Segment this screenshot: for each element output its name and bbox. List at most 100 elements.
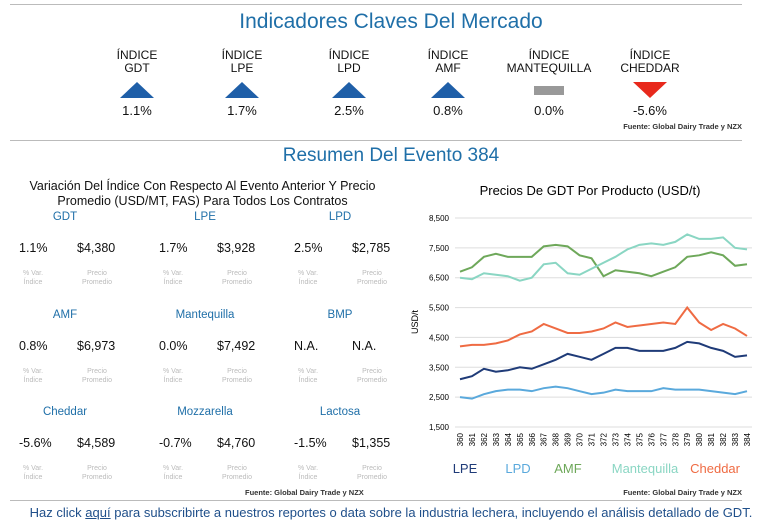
pct-caption: Índice <box>298 279 318 286</box>
pct-caption: % Var. <box>22 465 44 472</box>
indicator-icon <box>332 82 366 98</box>
pct-caption: Índice <box>23 279 43 286</box>
indicator-name: LPD <box>337 61 361 75</box>
indicator-icon <box>534 86 564 95</box>
x-tick-label: 374 <box>623 432 632 446</box>
x-tick-label: 371 <box>588 432 597 446</box>
price-caption: Promedio <box>82 377 112 384</box>
source: Fuente: Global Dairy Trade y NZX <box>623 488 742 497</box>
pct-caption: % Var. <box>162 368 184 375</box>
item-price: $6,973 <box>77 339 116 353</box>
x-tick-label: 363 <box>492 432 501 446</box>
indicator-name: LPE <box>230 61 254 75</box>
indicator-name: GDT <box>124 61 150 75</box>
price-caption: Promedio <box>357 377 387 384</box>
price-caption: Precio <box>362 270 382 277</box>
item-pct: 0.0% <box>159 339 188 353</box>
y-tick-label: 5,500 <box>429 304 450 313</box>
indicator-value: -5.6% <box>633 103 667 118</box>
legend-label: LPE <box>453 461 478 476</box>
chart: Precios De GDT Por Producto (USD/t) USD/… <box>410 183 752 497</box>
legend-label: Mantequilla <box>612 461 679 476</box>
y-tick-label: 1,500 <box>429 423 450 432</box>
pct-caption: Índice <box>298 474 318 481</box>
price-caption: Precio <box>87 270 107 277</box>
x-tick-label: 368 <box>552 432 561 446</box>
item-pct: 1.1% <box>19 241 48 255</box>
x-tick-label: 376 <box>647 432 656 446</box>
chart-title: Precios De GDT Por Producto (USD/t) <box>480 183 701 198</box>
summary-title: Resumen Del Evento 384 <box>282 145 500 166</box>
item-name: LPD <box>328 211 352 223</box>
series-line <box>459 233 748 282</box>
series-line <box>459 305 748 348</box>
pct-caption: % Var. <box>297 465 319 472</box>
indicator-top: ÍNDICE <box>629 48 671 62</box>
item-price: $2,785 <box>352 241 391 255</box>
item-price: $1,355 <box>352 436 391 450</box>
arrow-up <box>332 82 366 98</box>
series-line <box>459 340 748 381</box>
y-tick-label: 2,500 <box>429 393 450 402</box>
x-tick-label: 366 <box>528 432 537 446</box>
price-caption: Precio <box>227 368 247 375</box>
item-pct: N.A. <box>294 339 319 353</box>
x-tick-label: 372 <box>600 432 609 446</box>
pct-caption: Índice <box>298 377 318 384</box>
rule <box>10 500 742 501</box>
item-name: Mozzarella <box>177 406 233 418</box>
x-tick-label: 381 <box>707 432 716 446</box>
price-caption: Precio <box>87 368 107 375</box>
price-caption: Precio <box>362 368 382 375</box>
pct-caption: % Var. <box>162 270 184 277</box>
pct-caption: Índice <box>163 474 183 481</box>
item-name: Cheddar <box>42 406 88 418</box>
y-tick-label: 7,500 <box>429 244 450 253</box>
series-line <box>459 243 748 278</box>
x-tick-label: 378 <box>671 432 680 446</box>
arrow-up <box>225 82 259 98</box>
footer-text: para subscribirte a nuestros reportes o … <box>110 505 753 520</box>
indicator-value: 1.1% <box>122 103 152 118</box>
price-caption: Promedio <box>222 279 252 286</box>
indicator-name: AMF <box>435 61 461 75</box>
y-tick-label: 3,500 <box>429 363 450 372</box>
pct-caption: % Var. <box>22 270 44 277</box>
indicator-icon <box>225 82 259 98</box>
footer-text: Haz click <box>29 505 86 520</box>
x-tick-label: 375 <box>635 432 644 446</box>
rule <box>10 4 742 5</box>
indicator-value: 0.8% <box>433 103 463 118</box>
y-tick-label: 8,500 <box>429 214 450 223</box>
item-name: BMP <box>327 309 353 321</box>
indicator-value: 0.0% <box>534 103 564 118</box>
price-caption: Precio <box>227 465 247 472</box>
price-caption: Promedio <box>82 279 112 286</box>
item-price: $4,589 <box>77 436 116 450</box>
x-tick-label: 360 <box>456 432 465 446</box>
x-tick-label: 384 <box>743 432 752 446</box>
x-tick-label: 380 <box>695 432 704 446</box>
indicator-top: ÍNDICE <box>221 48 263 62</box>
price-caption: Promedio <box>222 474 252 481</box>
source: Fuente: Global Dairy Trade y NZX <box>245 488 364 497</box>
price-caption: Promedio <box>357 474 387 481</box>
price-caption: Precio <box>87 465 107 472</box>
price-caption: Precio <box>227 270 247 277</box>
rule <box>10 140 742 141</box>
x-tick-label: 365 <box>516 432 525 446</box>
pct-caption: Índice <box>23 377 43 384</box>
footer-link[interactable]: aquí <box>85 505 111 520</box>
item-price: N.A. <box>352 339 377 353</box>
y-tick-label: 6,500 <box>429 274 450 283</box>
arrow-down <box>633 82 667 98</box>
y-axis-label: USD/t <box>410 310 420 335</box>
x-tick-label: 379 <box>683 432 692 446</box>
item-pct: -0.7% <box>159 436 192 450</box>
x-tick-label: 382 <box>719 432 728 446</box>
item-pct: 1.7% <box>159 241 188 255</box>
indicator-top: ÍNDICE <box>528 48 570 62</box>
x-tick-label: 377 <box>659 432 668 446</box>
price-caption: Promedio <box>82 474 112 481</box>
